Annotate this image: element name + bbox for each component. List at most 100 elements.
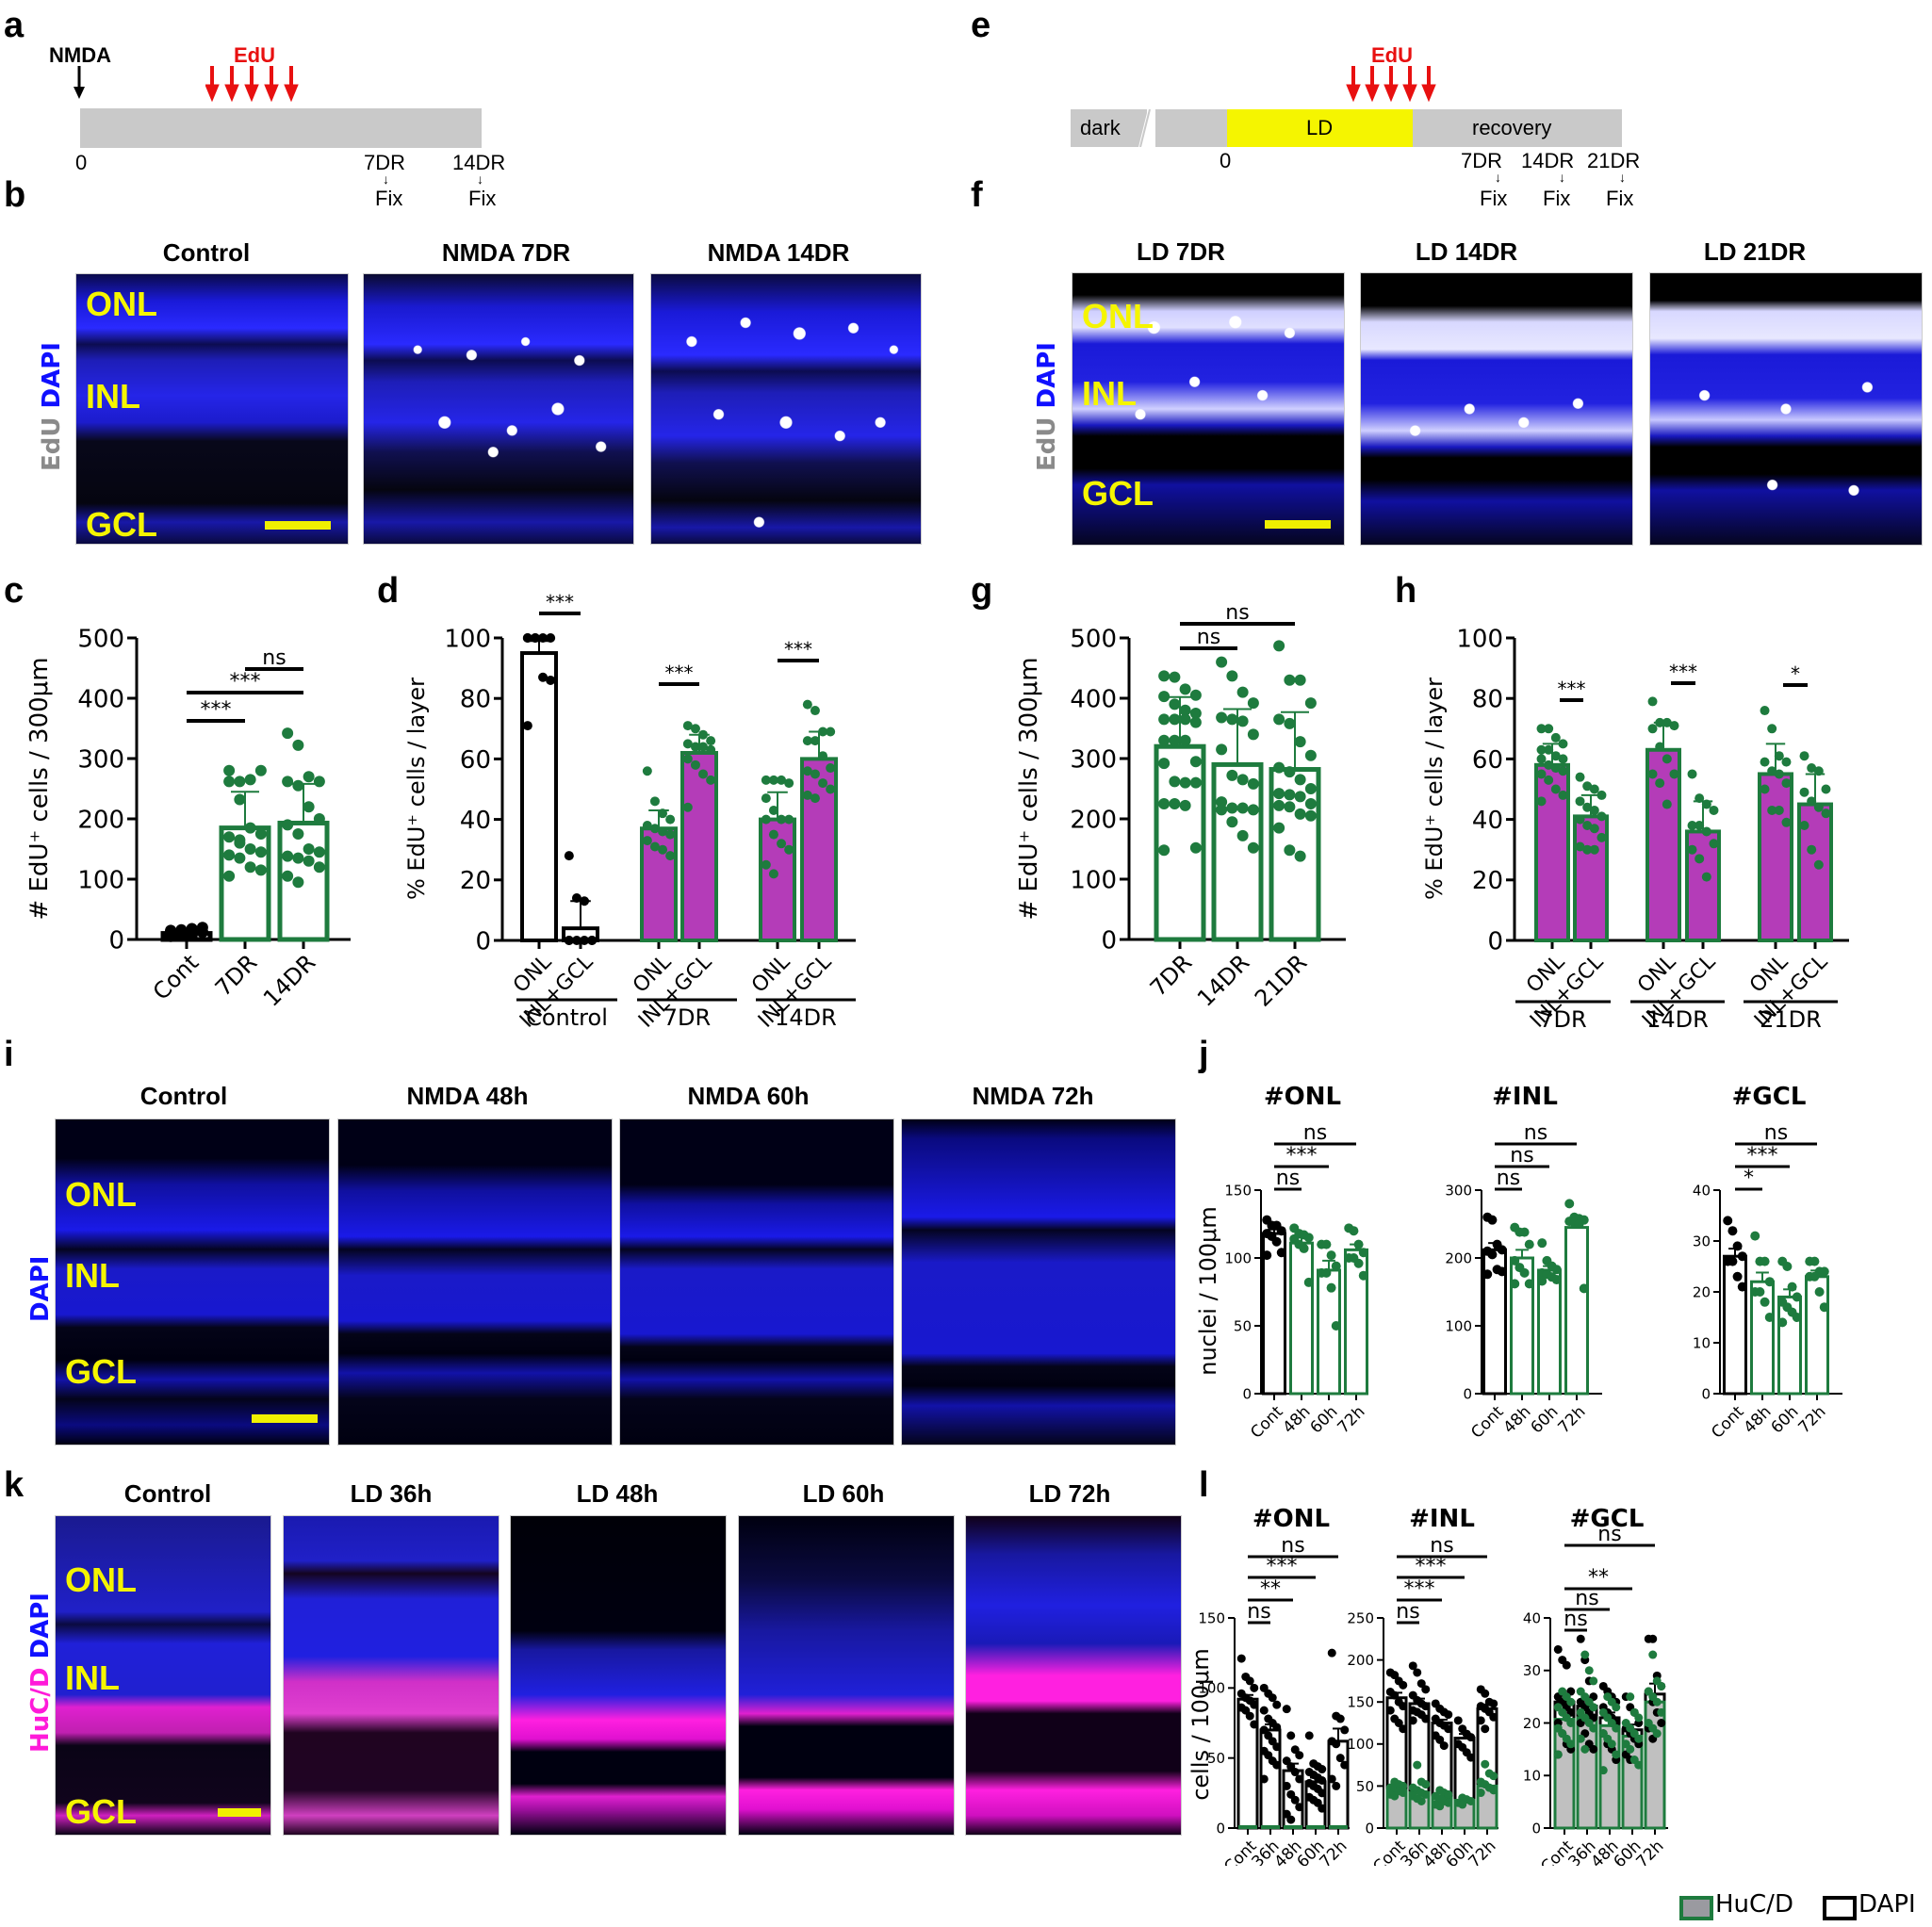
significance-label: ** [1588,1566,1609,1590]
y-tick-label: 20 [1523,1715,1541,1732]
y-tick-label: 60 [460,746,491,775]
data-point-hucd [1566,1719,1576,1727]
data-point [1544,744,1554,755]
data-point [223,776,236,788]
dapi-legend-swatch [1823,1896,1857,1920]
data-point [690,742,700,752]
data-point [777,775,787,785]
dapi-stain-label: DAPI [26,1592,55,1659]
data-point [1813,802,1824,812]
data-point [292,828,304,840]
data-point [1657,1719,1666,1727]
data-point [810,769,820,779]
data-point-hucd [1589,1723,1598,1733]
data-point [1304,1731,1314,1740]
data-point [1582,781,1593,792]
layer-label-onl: ONL [65,1175,137,1214]
significance-label: ns [1510,1144,1533,1168]
data-point [1216,804,1228,816]
data-point [1589,844,1599,855]
data-point [1687,769,1697,779]
data-point [1331,1321,1341,1331]
layer-label-onl: ONL [65,1560,137,1599]
data-point [1576,1634,1585,1643]
micrograph-nmda-14dr [650,273,922,545]
dapi-stain-label: DAPI [26,1255,55,1322]
panel-label-i: i [4,1035,14,1074]
huc-legend-label: HuC/D [1715,1890,1793,1919]
data-point [682,739,693,749]
data-point [1327,1774,1336,1784]
significance-label: *** [665,661,694,684]
data-point [1662,754,1672,764]
data-point [1524,1239,1534,1249]
data-point [1284,844,1296,857]
significance-label: ns [262,646,286,670]
significance-label: *** [1747,1144,1778,1168]
image-title: LD 14DR [1415,237,1518,266]
data-point [1273,640,1285,652]
data-point [1276,1226,1286,1236]
data-point [1466,1733,1476,1742]
data-point [1701,872,1711,882]
bar [1758,772,1793,942]
image-title: LD 21DR [1703,237,1807,266]
data-point [522,633,532,643]
data-point [223,831,236,843]
group-label: Control [526,1004,608,1031]
data-point [1273,713,1285,726]
data-point [313,776,325,788]
data-point [1259,1706,1269,1715]
data-point [1247,728,1259,741]
data-point [682,754,693,764]
y-tick-label: 150 [1347,1694,1374,1711]
data-point [196,925,208,938]
data-point [1390,1671,1400,1680]
y-axis-label: % EdU⁺ cells / layer [1421,678,1448,900]
data-point [649,841,660,852]
timeline-e-start: 0 [1220,149,1232,172]
data-point [1755,1287,1765,1297]
data-point [1732,1241,1743,1251]
data-point [706,736,716,746]
x-tick-label: 60h [1306,1402,1341,1437]
data-point [1189,708,1202,719]
data-point [1304,697,1317,710]
data-point-hucd [1566,1697,1576,1707]
data-point [546,633,556,643]
data-point-hucd [1657,1707,1666,1717]
data-point [1272,1742,1282,1752]
data-point [1304,809,1317,822]
data-point [1226,713,1238,726]
data-point [1813,859,1824,870]
data-point [1335,1714,1345,1723]
timeline-a-tp-7dr: 7DR [364,151,406,174]
y-tick-label: 300 [1445,1182,1472,1199]
data-point [1550,751,1561,761]
significance-label: *** [201,698,232,722]
significance-label: ns [1281,1534,1304,1558]
data-point [1453,1716,1463,1725]
data-point [254,828,267,840]
data-point [1809,1256,1820,1266]
x-tick-label: 60h [1767,1402,1802,1437]
data-point [1158,734,1171,746]
data-point [571,893,581,904]
significance-label: *** [1416,1555,1447,1578]
y-tick-label: 300 [77,745,124,774]
data-point-hucd [1634,1760,1644,1770]
timeline-e-tp-14dr: 14DR [1521,149,1575,172]
y-tick-label: 0 [1216,1820,1225,1837]
data-point [1189,689,1202,701]
data-point [1169,776,1181,788]
micrograph-nmda-7dr [363,273,634,545]
data-point [1340,1725,1350,1735]
data-point [530,633,540,643]
y-tick-label: 40 [460,807,491,835]
data-point [1236,774,1249,786]
data-point [1304,783,1317,794]
y-tick-label: 0 [1463,1385,1472,1402]
data-point [303,855,315,867]
data-point [282,776,294,788]
